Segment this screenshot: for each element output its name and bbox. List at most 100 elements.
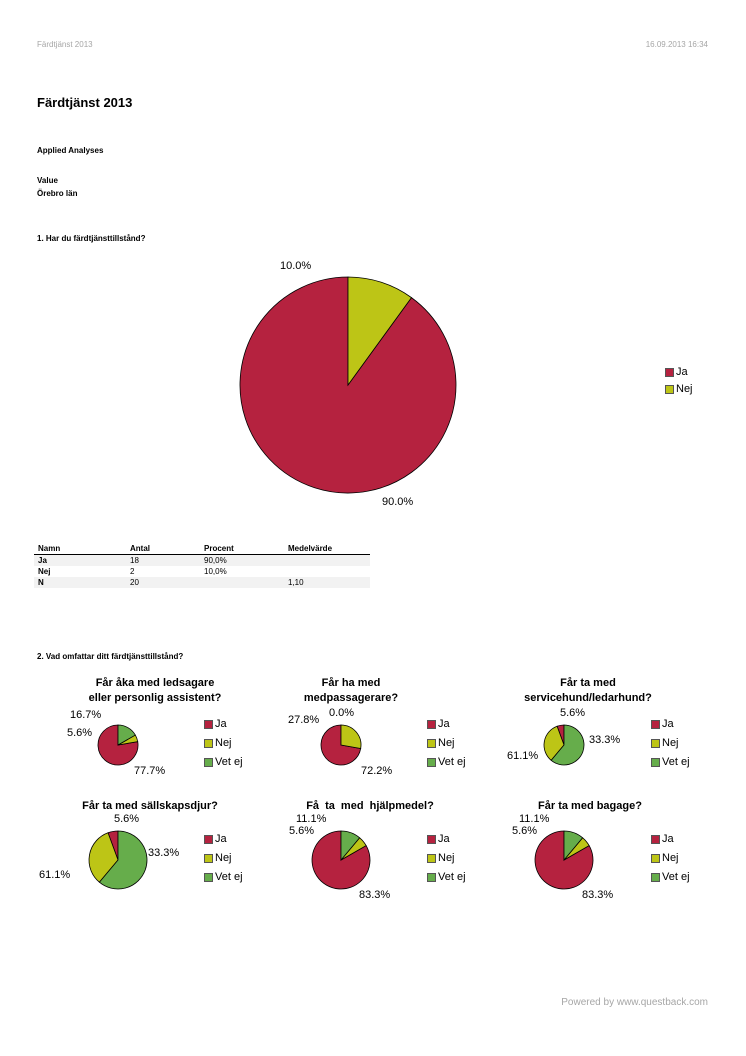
legend-label: Vet ej <box>438 871 466 883</box>
q1-label-nej: 10.0% <box>280 260 312 272</box>
q2-chart2-legend-vetej: Vet ej <box>427 756 466 768</box>
pie-slice-vetej <box>117 724 136 746</box>
legend-swatch-vetej <box>204 757 213 767</box>
legend-label: Vet ej <box>215 871 243 883</box>
q1-legend-nej: Nej <box>665 383 693 395</box>
q1-label-ja: 90.0% <box>382 496 414 508</box>
q2-chart1-legend-ja: Ja <box>204 718 227 730</box>
legend-swatch-nej <box>427 853 436 863</box>
q2-chart4-label-vetej: 61.1% <box>39 869 71 881</box>
question-2: 2. Vad omfattar ditt färdtjänsttillstånd… <box>37 652 184 661</box>
chart-title-line: Får ha med <box>321 677 381 689</box>
legend-label: Nej <box>438 852 455 864</box>
q2-chart1-label-ja: 77.7% <box>134 765 166 777</box>
q2-chart3-label-vetej: 61.1% <box>507 750 539 762</box>
q2-chart2-label-vetej: 0.0% <box>329 707 355 719</box>
legend-label: Nej <box>676 383 693 395</box>
legend-label: Nej <box>215 737 232 749</box>
legend-swatch-ja <box>204 719 213 729</box>
pie-slice-ja <box>97 724 139 766</box>
legend-swatch-nej <box>651 853 660 863</box>
q2-chart4-legend-nej: Nej <box>204 852 232 864</box>
chart-title-line: medpassagerare? <box>303 692 399 704</box>
q2-chart4-label-ja: 5.6% <box>114 813 140 825</box>
legend-label: Ja <box>662 718 674 730</box>
q2-chart6-legend-vetej: Vet ej <box>651 871 690 883</box>
legend-swatch-vetej <box>204 872 213 882</box>
q2-chart1-pie <box>97 724 139 766</box>
q2-chart1-legend-vetej: Vet ej <box>204 756 243 768</box>
q2-chart1-legend-nej: Nej <box>204 737 232 749</box>
legend-swatch-vetej <box>651 757 660 767</box>
table-cell: 20 <box>126 577 200 588</box>
pie-slice-vetej <box>550 724 585 766</box>
chart-title-line: servicehund/ledarhund? <box>524 692 652 704</box>
legend-swatch-ja <box>665 367 674 377</box>
pie-slice-vetej <box>98 830 148 890</box>
q2-chart5-legend-ja: Ja <box>427 833 450 845</box>
table-cell: 10,0% <box>204 567 227 576</box>
legend-label: Vet ej <box>662 871 690 883</box>
legend-swatch-ja <box>651 719 660 729</box>
column-header: Procent <box>200 543 284 555</box>
q2-chart3-pie <box>543 724 585 766</box>
legend-swatch-nej <box>427 738 436 748</box>
legend-label: Vet ej <box>215 756 243 768</box>
chart-title-line: eller personlig assistent? <box>88 692 222 704</box>
legend-swatch-nej <box>204 853 213 863</box>
q2-chart1-title: Får åka med ledsagare eller personlig as… <box>60 676 250 706</box>
q2-chart2-label-ja: 72.2% <box>361 765 393 777</box>
q2-chart6-pie <box>534 830 594 890</box>
q2-chart2-legend-nej: Nej <box>427 737 455 749</box>
q2-chart2-pie <box>320 724 362 766</box>
q2-chart3-title: Får ta med servicehund/ledarhund? <box>508 676 668 706</box>
q2-chart5-title: Få ta med hjälpmedel? <box>290 799 450 814</box>
table-cell <box>284 566 370 577</box>
q2-chart3-legend-vetej: Vet ej <box>651 756 690 768</box>
q2-chart6-legend-nej: Nej <box>651 852 679 864</box>
q2-chart4-legend-vetej: Vet ej <box>204 871 243 883</box>
legend-swatch-vetej <box>427 757 436 767</box>
legend-label: Ja <box>215 718 227 730</box>
pie-slice-nej <box>347 276 413 387</box>
table-row: N 20 1,10 <box>34 577 370 588</box>
chart-title-line: Får ta med sällskapsdjur? <box>82 800 218 812</box>
chart-title-line: Får ta med <box>560 677 616 689</box>
chart-title-line: Får åka med ledsagare <box>95 677 215 689</box>
table-cell: Ja <box>34 554 126 566</box>
q2-chart2-title: Får ha med medpassagerare? <box>276 676 426 706</box>
legend-label: Vet ej <box>438 756 466 768</box>
question-1: 1. Har du färdtjänsttillstånd? <box>37 234 146 243</box>
meta-value: Value <box>37 176 58 185</box>
column-header: Medelvärde <box>284 543 370 555</box>
table-cell: 2 <box>130 567 135 576</box>
legend-label: Ja <box>215 833 227 845</box>
table-cell: 18 <box>126 554 200 566</box>
legend-swatch-ja <box>204 834 213 844</box>
header-timestamp: 16.09.2013 16:34 <box>645 40 708 49</box>
q2-chart4-title: Får ta med sällskapsdjur? <box>60 799 240 814</box>
meta-region: Örebro län <box>37 189 78 198</box>
q2-chart3-legend-ja: Ja <box>651 718 674 730</box>
legend-swatch-nej <box>651 738 660 748</box>
q2-chart6-label-nej: 5.6% <box>512 825 538 837</box>
legend-swatch-ja <box>427 834 436 844</box>
header-left-text: Färdtjänst 2013 <box>37 40 93 49</box>
table-cell: Nej <box>38 567 51 576</box>
legend-label: Ja <box>662 833 674 845</box>
q1-legend-ja: Ja <box>665 366 688 378</box>
q1-stats-table: Namn Antal Procent Medelvärde Ja 18 90,0… <box>34 543 370 588</box>
table-cell: 1,10 <box>284 577 370 588</box>
report-title: Färdtjänst 2013 <box>37 95 133 110</box>
q2-chart4-pie <box>88 830 148 890</box>
legend-swatch-ja <box>427 719 436 729</box>
table-row: Ja 18 90,0% <box>34 554 370 566</box>
legend-swatch-ja <box>651 834 660 844</box>
q2-chart6-label-vetej: 11.1% <box>519 813 550 825</box>
q2-chart3-legend-nej: Nej <box>651 737 679 749</box>
report-subtitle: Applied Analyses <box>37 146 104 155</box>
chart-title-line: Få ta med hjälpmedel? <box>306 800 434 812</box>
q2-chart2-label-nej: 27.8% <box>288 714 320 726</box>
table-cell: N <box>34 577 126 588</box>
legend-label: Ja <box>438 718 450 730</box>
